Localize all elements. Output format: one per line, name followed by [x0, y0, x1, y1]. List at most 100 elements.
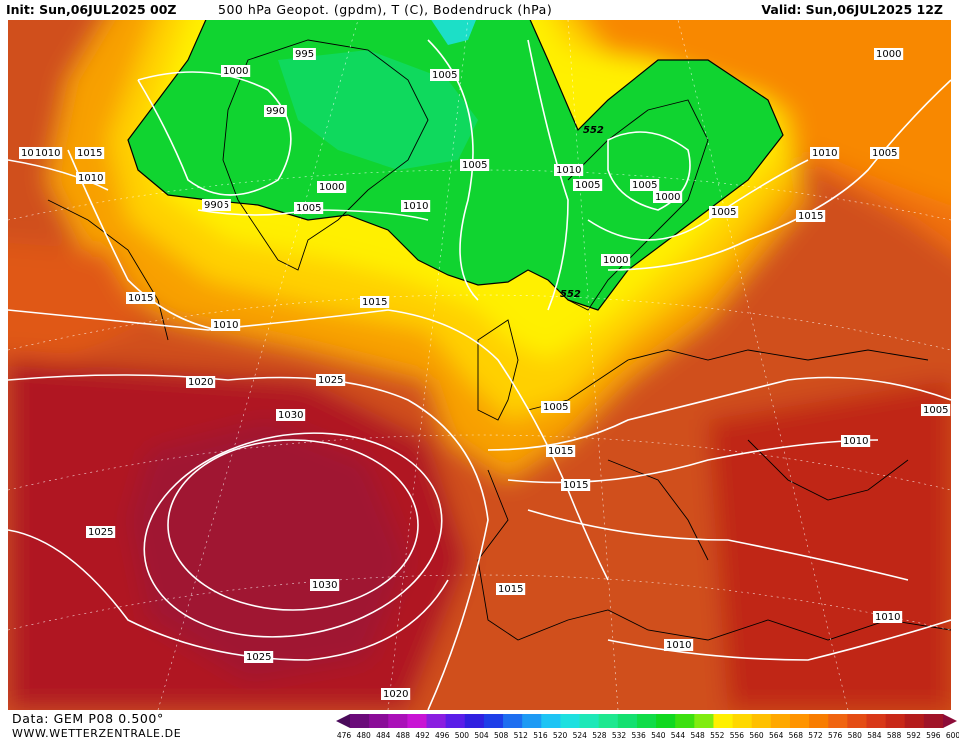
map-footer: Data: GEM P08 0.500° WWW.WETTERZENTRALE.…: [0, 710, 959, 741]
weather-map-svg: 995 1000 990 1005 1005 552 1010 1015 1010 1005 101…: [8, 20, 951, 710]
colorbar-tick-label: 488: [395, 731, 411, 740]
svg-text:1010: 1010: [843, 436, 868, 447]
isobar-label: 995: [293, 48, 316, 60]
colorbar-tick-label: 540: [651, 731, 666, 740]
isobar-label: 1005: [709, 206, 739, 218]
colorbar-swatch: [617, 714, 638, 728]
colorbar-swatch: [369, 714, 389, 728]
svg-text:1005: 1005: [632, 180, 657, 191]
colorbar-tick-label: 516: [533, 731, 548, 740]
svg-text:1005: 1005: [711, 207, 736, 218]
svg-text:1000: 1000: [223, 66, 248, 77]
colorbar-swatch: [732, 714, 753, 728]
svg-text:1030: 1030: [312, 580, 337, 591]
svg-text:1010: 1010: [666, 640, 691, 651]
svg-text:1005: 1005: [296, 203, 321, 214]
colorbar-swatch: [426, 714, 447, 728]
isobar-label: 1000: [601, 254, 631, 266]
map-header: Init: Sun,06JUL2025 00Z 500 hPa Geopot. …: [0, 0, 959, 20]
isobar-label: 1005: [870, 147, 900, 159]
svg-text:1005: 1005: [543, 402, 568, 413]
isobar-label: 1015: [546, 445, 576, 457]
colorbar-swatch: [809, 714, 829, 728]
colorbar-swatch: [656, 714, 676, 728]
colorbar-swatch: [350, 714, 370, 728]
isobar-label: 1020: [381, 688, 411, 700]
colorbar-swatch: [751, 714, 772, 728]
svg-text:1000: 1000: [876, 49, 901, 60]
init-time-label: Init: Sun,06JUL2025 00Z: [6, 2, 177, 17]
colorbar-tick-label: 592: [906, 731, 921, 740]
website-label: WWW.WETTERZENTRALE.DE: [12, 727, 182, 740]
colorbar-swatch: [694, 714, 714, 728]
svg-text:1010: 1010: [403, 201, 428, 212]
colorbar-tick-label: 572: [808, 731, 823, 740]
svg-text:1015: 1015: [128, 293, 153, 304]
isobar-label: 1010: [841, 435, 871, 447]
svg-text:1015: 1015: [563, 480, 588, 491]
colorbar-tick-label: 596: [926, 731, 941, 740]
colorbar-swatch: [923, 714, 944, 728]
colorbar-swatch: [445, 714, 466, 728]
isobar-labels: 995 1000 990 1005 1005 552 1010 1015 1010 1005 101…: [19, 48, 951, 700]
colorbar-swatch: [713, 714, 734, 728]
colorbar-tick-label: 520: [552, 731, 568, 740]
svg-text:1015: 1015: [798, 211, 823, 222]
colorbar-tick-label: 524: [572, 731, 587, 740]
isobar-label: 990: [202, 199, 225, 211]
isobar-label: 1000: [874, 48, 904, 60]
colorbar-swatch: [770, 714, 791, 728]
colorbar-tick-label: 556: [729, 731, 745, 740]
svg-text:1005: 1005: [432, 70, 457, 81]
svg-text:1000: 1000: [319, 182, 344, 193]
colorbar: [336, 714, 957, 728]
colorbar-arrow-low: [336, 714, 350, 728]
svg-text:1005: 1005: [872, 148, 897, 159]
isobar-label: 1010: [211, 319, 241, 331]
colorbar-tick-label: 504: [474, 731, 489, 740]
isobar-label: 990: [264, 105, 287, 117]
svg-text:552: 552: [583, 125, 604, 136]
isobar-label: 1030: [310, 579, 340, 591]
svg-text:1010: 1010: [556, 165, 581, 176]
svg-text:1005: 1005: [923, 405, 948, 416]
colorbar-tick-label: 476: [336, 731, 352, 740]
svg-text:1025: 1025: [246, 652, 271, 663]
isobar-label: 1010: [664, 639, 694, 651]
colorbar-labels: 476 480 484 488 492 496 500 504 508 512 516 520 524 5…: [337, 731, 959, 741]
colorbar-swatch: [464, 714, 485, 728]
map-title: 500 hPa Geopot. (gpdm), T (C), Bodendruc…: [218, 2, 553, 17]
colorbar-tick-label: 512: [513, 731, 528, 740]
isobar-label: 1020: [186, 376, 216, 388]
colorbar-arrow-high: [943, 714, 957, 728]
colorbar-tick-label: 500: [454, 731, 470, 740]
colorbar-swatch: [636, 714, 657, 728]
svg-text:1010: 1010: [875, 612, 900, 623]
colorbar-tick-label: 552: [710, 731, 725, 740]
colorbar-tick-label: 568: [788, 731, 803, 740]
colorbar-swatch: [388, 714, 408, 728]
isobar-label: 1005: [430, 69, 460, 81]
svg-text:552: 552: [560, 289, 581, 300]
data-source-label: Data: GEM P08 0.500°: [12, 711, 164, 726]
colorbar-swatch: [885, 714, 906, 728]
colorbar-swatch: [483, 714, 504, 728]
colorbar-tick-label: 544: [670, 731, 686, 740]
colorbar-tick-label: 528: [592, 731, 607, 740]
svg-text:1025: 1025: [88, 527, 113, 538]
isobar-label: 1005: [573, 179, 603, 191]
colorbar-tick-label: 492: [415, 731, 430, 740]
colorbar-swatch: [789, 714, 810, 728]
colorbar-tick-label: 564: [769, 731, 784, 740]
svg-text:1015: 1015: [77, 148, 102, 159]
svg-text:1015: 1015: [362, 297, 387, 308]
isobar-label: 1010: [76, 172, 106, 184]
isobar-label: 1015: [126, 292, 156, 304]
isobar-label: 1025: [86, 526, 116, 538]
colorbar-swatch: [866, 714, 887, 728]
isobar-label: 1000: [221, 65, 251, 77]
colorbar-tick-label: 480: [356, 731, 371, 740]
isobar-label: 1005: [541, 401, 571, 413]
colorbar-swatch: [560, 714, 581, 728]
colorbar-swatch: [847, 714, 867, 728]
